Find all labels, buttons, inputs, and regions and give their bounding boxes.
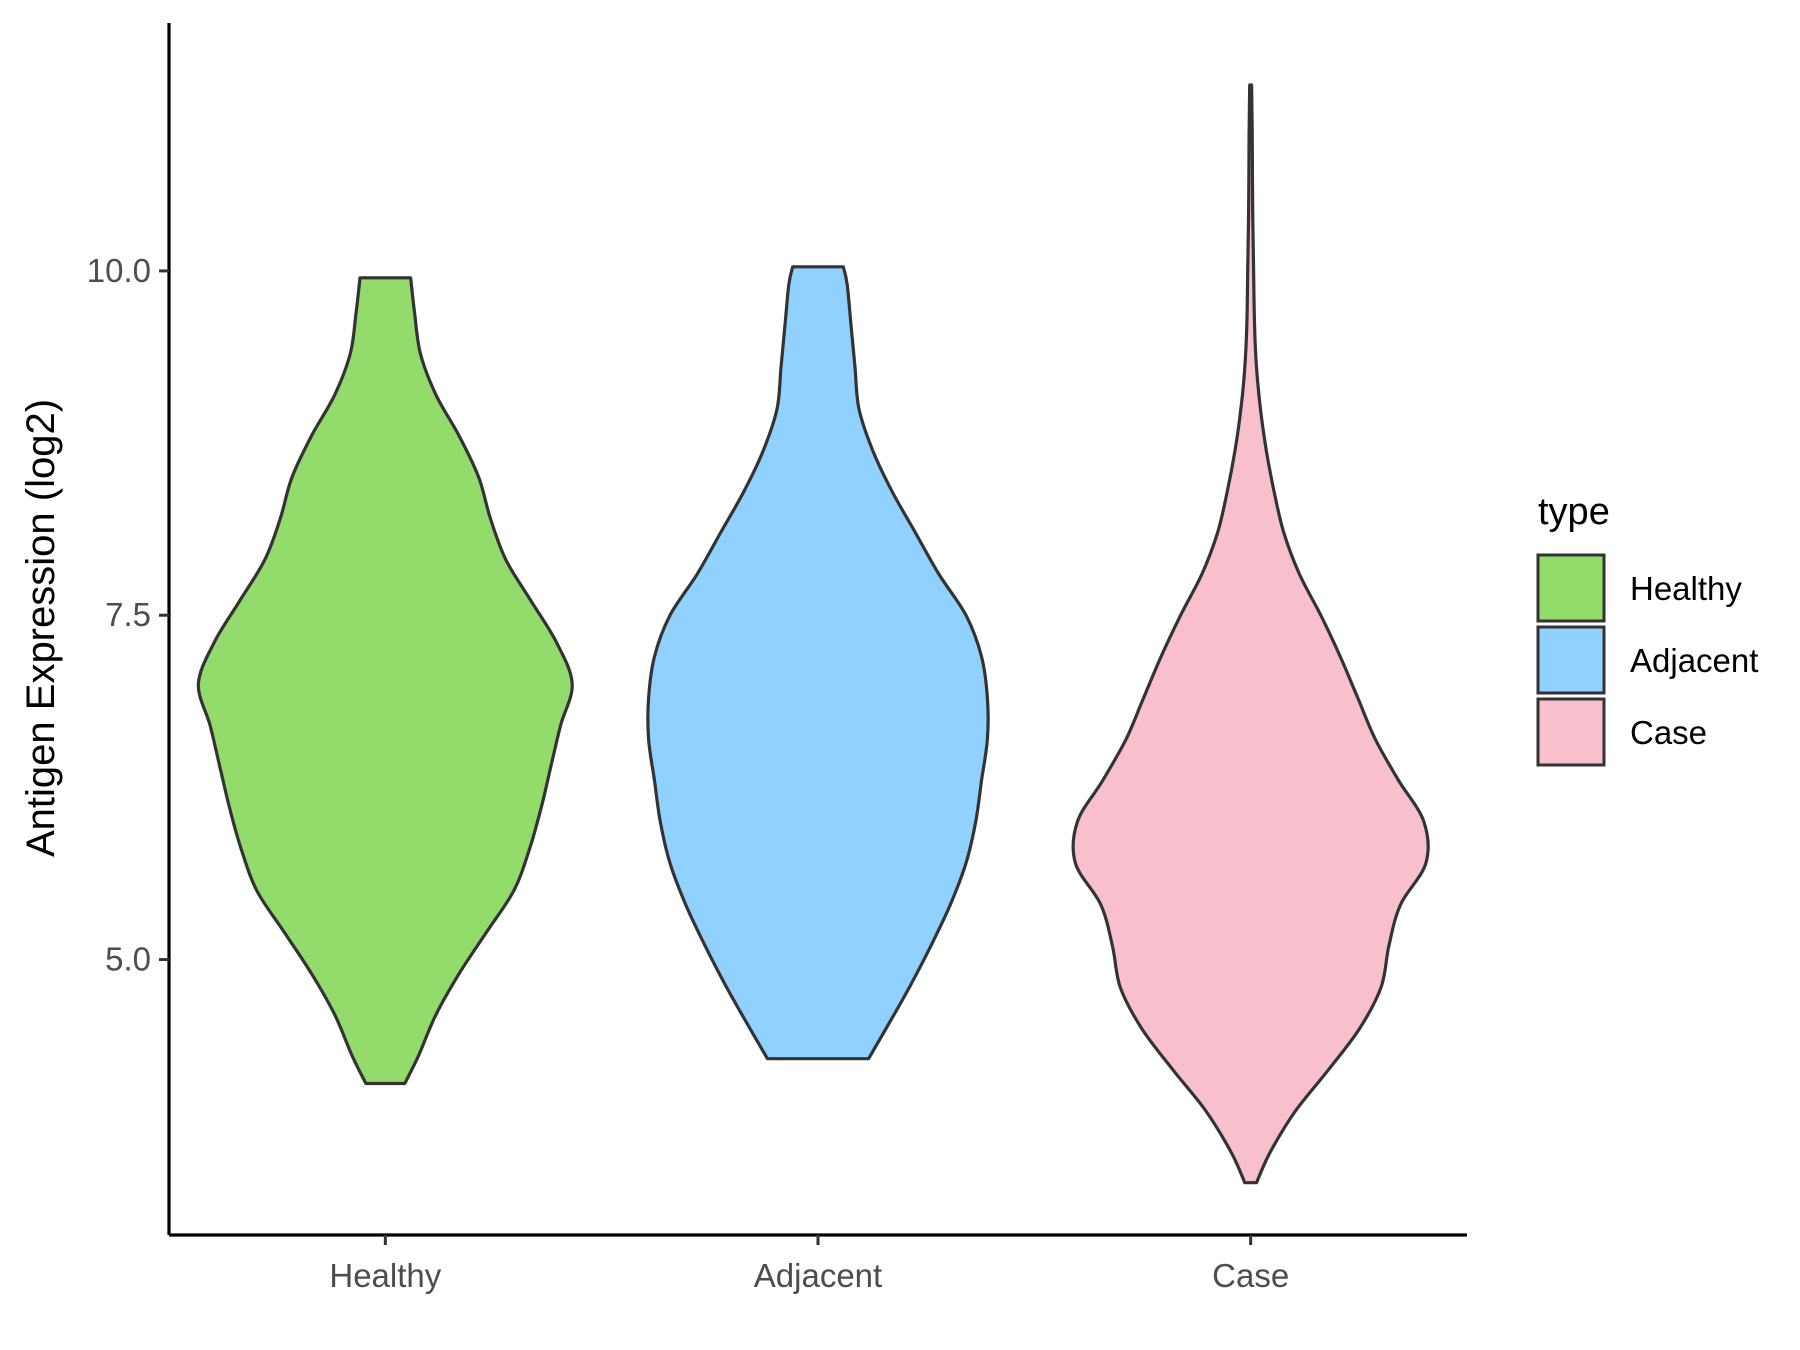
- y-tick-label: 10.0: [87, 252, 151, 289]
- legend: Healthy Adjacent Case: [1536, 553, 1758, 767]
- violin-healthy: [196, 276, 574, 1086]
- violins-layer: [196, 83, 1430, 1185]
- legend-key-case: [1536, 697, 1606, 767]
- legend-label-adjacent: Adjacent: [1630, 642, 1758, 679]
- y-tick-label: 7.5: [105, 596, 151, 633]
- x-ticks: Healthy Adjacent Case: [329, 1235, 1289, 1294]
- legend-key-healthy: [1536, 553, 1606, 623]
- violin-adjacent: [646, 265, 990, 1061]
- x-tick-label: Adjacent: [754, 1257, 882, 1294]
- y-ticks: 5.0 7.5 10.0: [87, 252, 169, 978]
- legend-label-healthy: Healthy: [1630, 570, 1742, 607]
- legend-key-adjacent: [1536, 625, 1606, 695]
- legend-title: type: [1538, 491, 1610, 533]
- x-tick-label: Case: [1212, 1257, 1289, 1294]
- legend-label-case: Case: [1630, 714, 1707, 751]
- x-tick-label: Healthy: [329, 1257, 441, 1294]
- violin-case: [1071, 83, 1430, 1185]
- y-axis-title: Antigen Expression (log2): [19, 399, 63, 857]
- y-tick-label: 5.0: [105, 941, 151, 978]
